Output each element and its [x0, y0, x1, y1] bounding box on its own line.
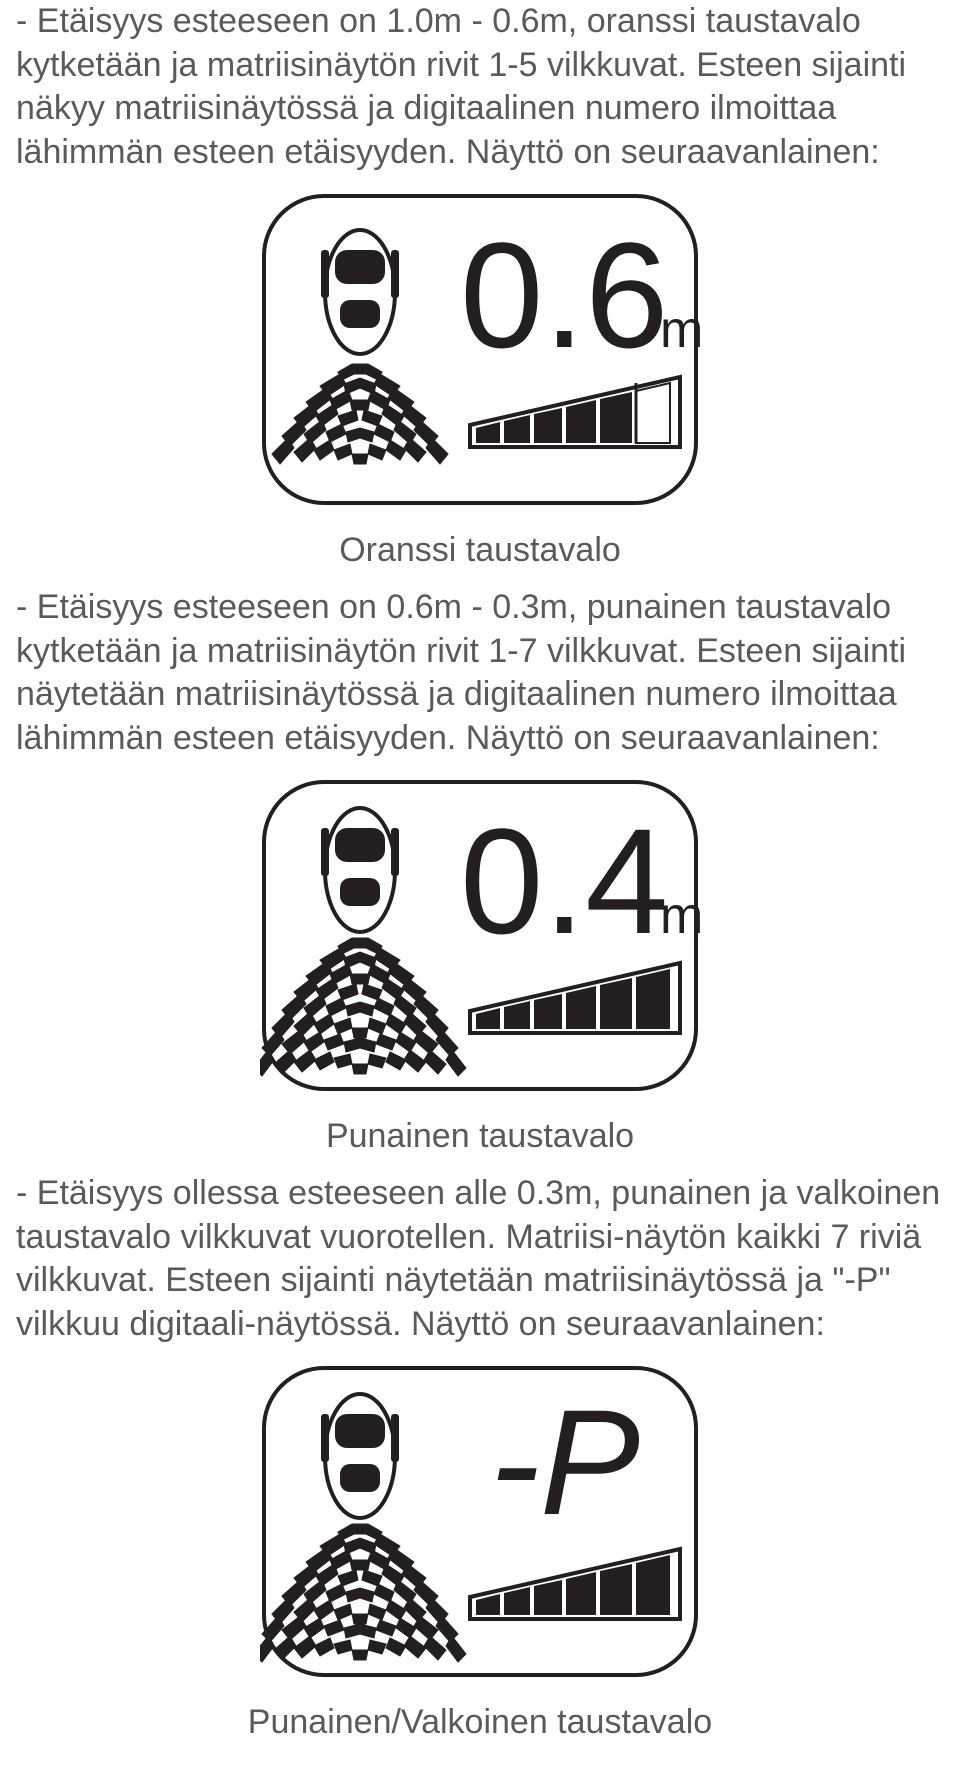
distance-unit: m: [660, 887, 700, 945]
parking-display-icon: 0.4 m: [260, 778, 700, 1093]
parking-display-icon: 0.6 m: [260, 192, 700, 507]
section2-paragraph: - Etäisyys esteeseen on 0.6m - 0.3m, pun…: [16, 586, 944, 760]
display-3: -P Punainen/Valkoinen taustavalo: [16, 1364, 944, 1744]
display-2: 0.4 m Punainen taustavalo: [16, 778, 944, 1158]
display1-caption: Oranssi taustavalo: [16, 529, 944, 573]
distance-unit: m: [660, 301, 700, 359]
display2-caption: Punainen taustavalo: [16, 1115, 944, 1159]
parking-display-icon: -P: [260, 1364, 700, 1679]
distance-value: 0.4: [460, 797, 669, 965]
display3-caption: Punainen/Valkoinen taustavalo: [16, 1701, 944, 1745]
section1-paragraph: - Etäisyys esteeseen on 1.0m - 0.6m, ora…: [16, 0, 944, 174]
display-1: 0.6 m Oranssi taustavalo: [16, 192, 944, 572]
distance-value: -P: [490, 1378, 640, 1546]
section3-paragraph: - Etäisyys ollessa esteeseen alle 0.3m, …: [16, 1172, 944, 1346]
distance-value: 0.6: [460, 211, 669, 379]
